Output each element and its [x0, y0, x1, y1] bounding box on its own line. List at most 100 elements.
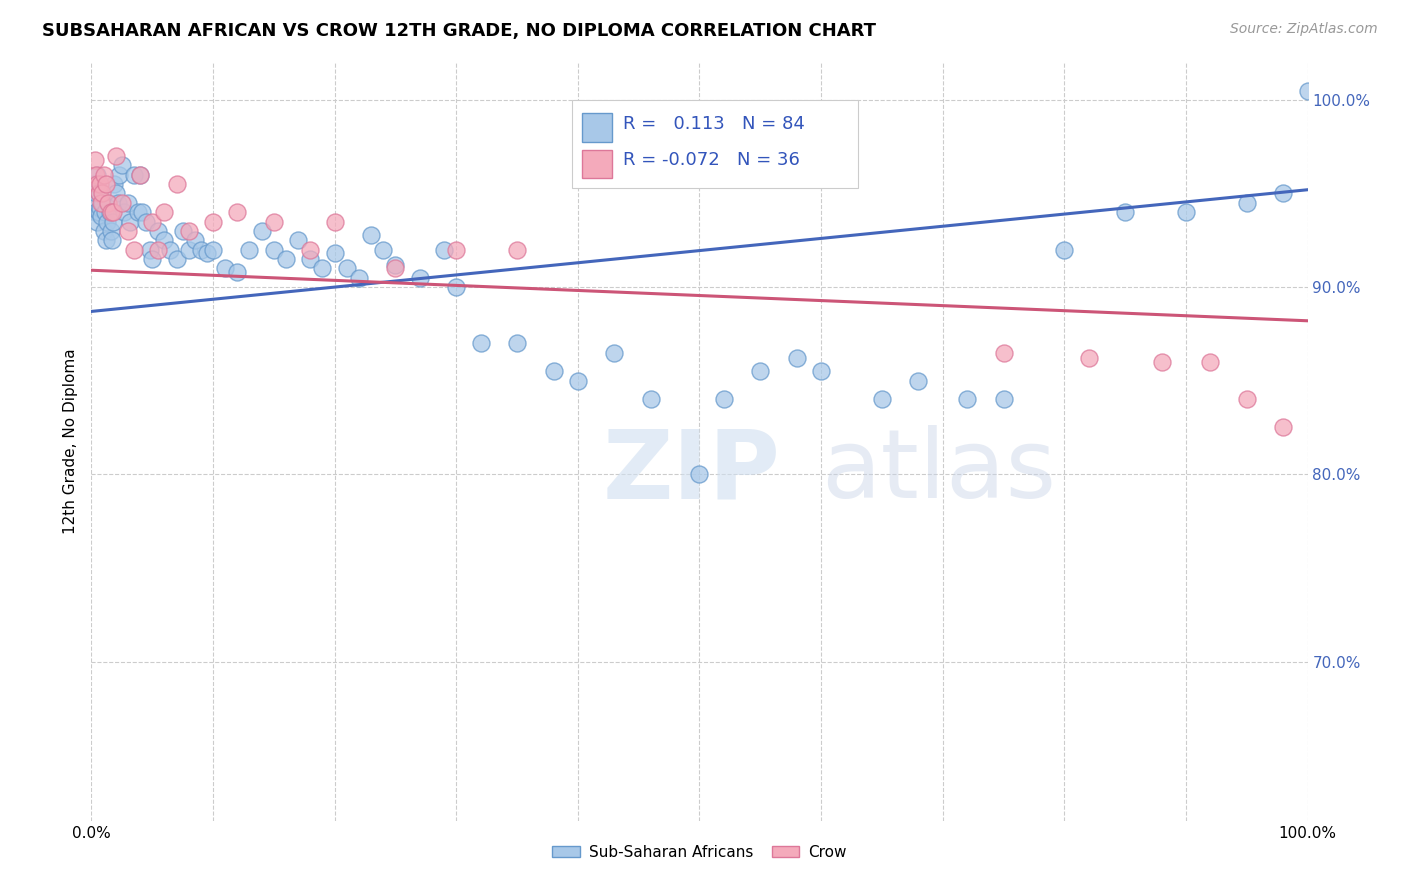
- Point: [190, 243, 212, 257]
- FancyBboxPatch shape: [572, 101, 858, 187]
- Point: [172, 224, 194, 238]
- Text: ZIP: ZIP: [602, 425, 780, 518]
- Point: [433, 243, 456, 257]
- Point: [177, 224, 200, 238]
- Point: [1150, 355, 1173, 369]
- Point: [907, 374, 929, 388]
- Point: [810, 364, 832, 378]
- Point: [444, 243, 467, 257]
- Point: [373, 243, 395, 257]
- Point: [117, 224, 139, 238]
- Point: [129, 168, 152, 182]
- Point: [148, 243, 170, 257]
- Point: [97, 195, 120, 210]
- Point: [299, 243, 322, 257]
- Point: [90, 195, 112, 210]
- Text: R = -0.072   N = 36: R = -0.072 N = 36: [623, 151, 800, 169]
- Point: [91, 195, 114, 210]
- Point: [786, 351, 808, 366]
- Point: [1114, 205, 1136, 219]
- Point: [1175, 205, 1198, 219]
- Point: [111, 158, 134, 172]
- Point: [112, 205, 135, 219]
- Point: [97, 195, 120, 210]
- Point: [98, 205, 121, 219]
- Point: [1077, 351, 1099, 366]
- Point: [103, 214, 125, 228]
- Point: [100, 224, 122, 238]
- Point: [101, 233, 124, 247]
- Point: [103, 177, 125, 191]
- Point: [93, 224, 115, 238]
- Point: [117, 195, 139, 210]
- Point: [129, 168, 152, 182]
- Point: [470, 336, 492, 351]
- Point: [84, 153, 107, 167]
- Point: [323, 214, 346, 228]
- Point: [83, 177, 105, 191]
- Point: [94, 177, 117, 191]
- Point: [148, 224, 170, 238]
- Point: [89, 202, 111, 216]
- Point: [104, 186, 127, 201]
- Point: [226, 205, 249, 219]
- Point: [87, 186, 110, 201]
- Point: [956, 392, 979, 407]
- Point: [131, 205, 153, 219]
- Point: [263, 214, 285, 228]
- Point: [94, 233, 117, 247]
- Point: [93, 168, 115, 182]
- Point: [713, 392, 735, 407]
- Text: atlas: atlas: [821, 425, 1056, 518]
- Point: [226, 265, 249, 279]
- Point: [1053, 243, 1076, 257]
- Point: [141, 252, 163, 266]
- Text: R =   0.113   N = 84: R = 0.113 N = 84: [623, 115, 804, 133]
- Point: [122, 168, 145, 182]
- Bar: [582, 113, 612, 142]
- Point: [103, 205, 125, 219]
- Y-axis label: 12th Grade, No Diploma: 12th Grade, No Diploma: [62, 349, 77, 534]
- Point: [153, 233, 176, 247]
- Point: [107, 195, 129, 210]
- Point: [336, 261, 359, 276]
- Point: [127, 205, 149, 219]
- Point: [141, 214, 163, 228]
- Point: [1236, 195, 1258, 210]
- Point: [1272, 420, 1295, 434]
- Point: [90, 209, 112, 223]
- Point: [274, 252, 297, 266]
- Text: SUBSAHARAN AFRICAN VS CROW 12TH GRADE, NO DIPLOMA CORRELATION CHART: SUBSAHARAN AFRICAN VS CROW 12TH GRADE, N…: [42, 22, 876, 40]
- Point: [184, 233, 207, 247]
- Point: [166, 177, 188, 191]
- Point: [202, 243, 225, 257]
- Point: [543, 364, 565, 378]
- Point: [250, 224, 273, 238]
- Point: [202, 214, 225, 228]
- Point: [100, 205, 122, 219]
- Point: [87, 186, 110, 201]
- Point: [139, 243, 162, 257]
- Point: [135, 214, 157, 228]
- Point: [108, 168, 131, 182]
- Point: [360, 227, 382, 242]
- Point: [84, 195, 107, 210]
- Point: [177, 243, 200, 257]
- Point: [640, 392, 662, 407]
- Point: [159, 243, 181, 257]
- Point: [87, 205, 110, 219]
- Point: [444, 280, 467, 294]
- Point: [86, 168, 108, 182]
- Point: [122, 243, 145, 257]
- Point: [120, 214, 142, 228]
- Point: [86, 177, 108, 191]
- Point: [506, 243, 529, 257]
- Point: [603, 345, 626, 359]
- Point: [688, 467, 710, 482]
- Point: [311, 261, 333, 276]
- Point: [749, 364, 772, 378]
- Point: [287, 233, 309, 247]
- Point: [384, 258, 406, 272]
- Point: [409, 270, 432, 285]
- Point: [195, 246, 218, 260]
